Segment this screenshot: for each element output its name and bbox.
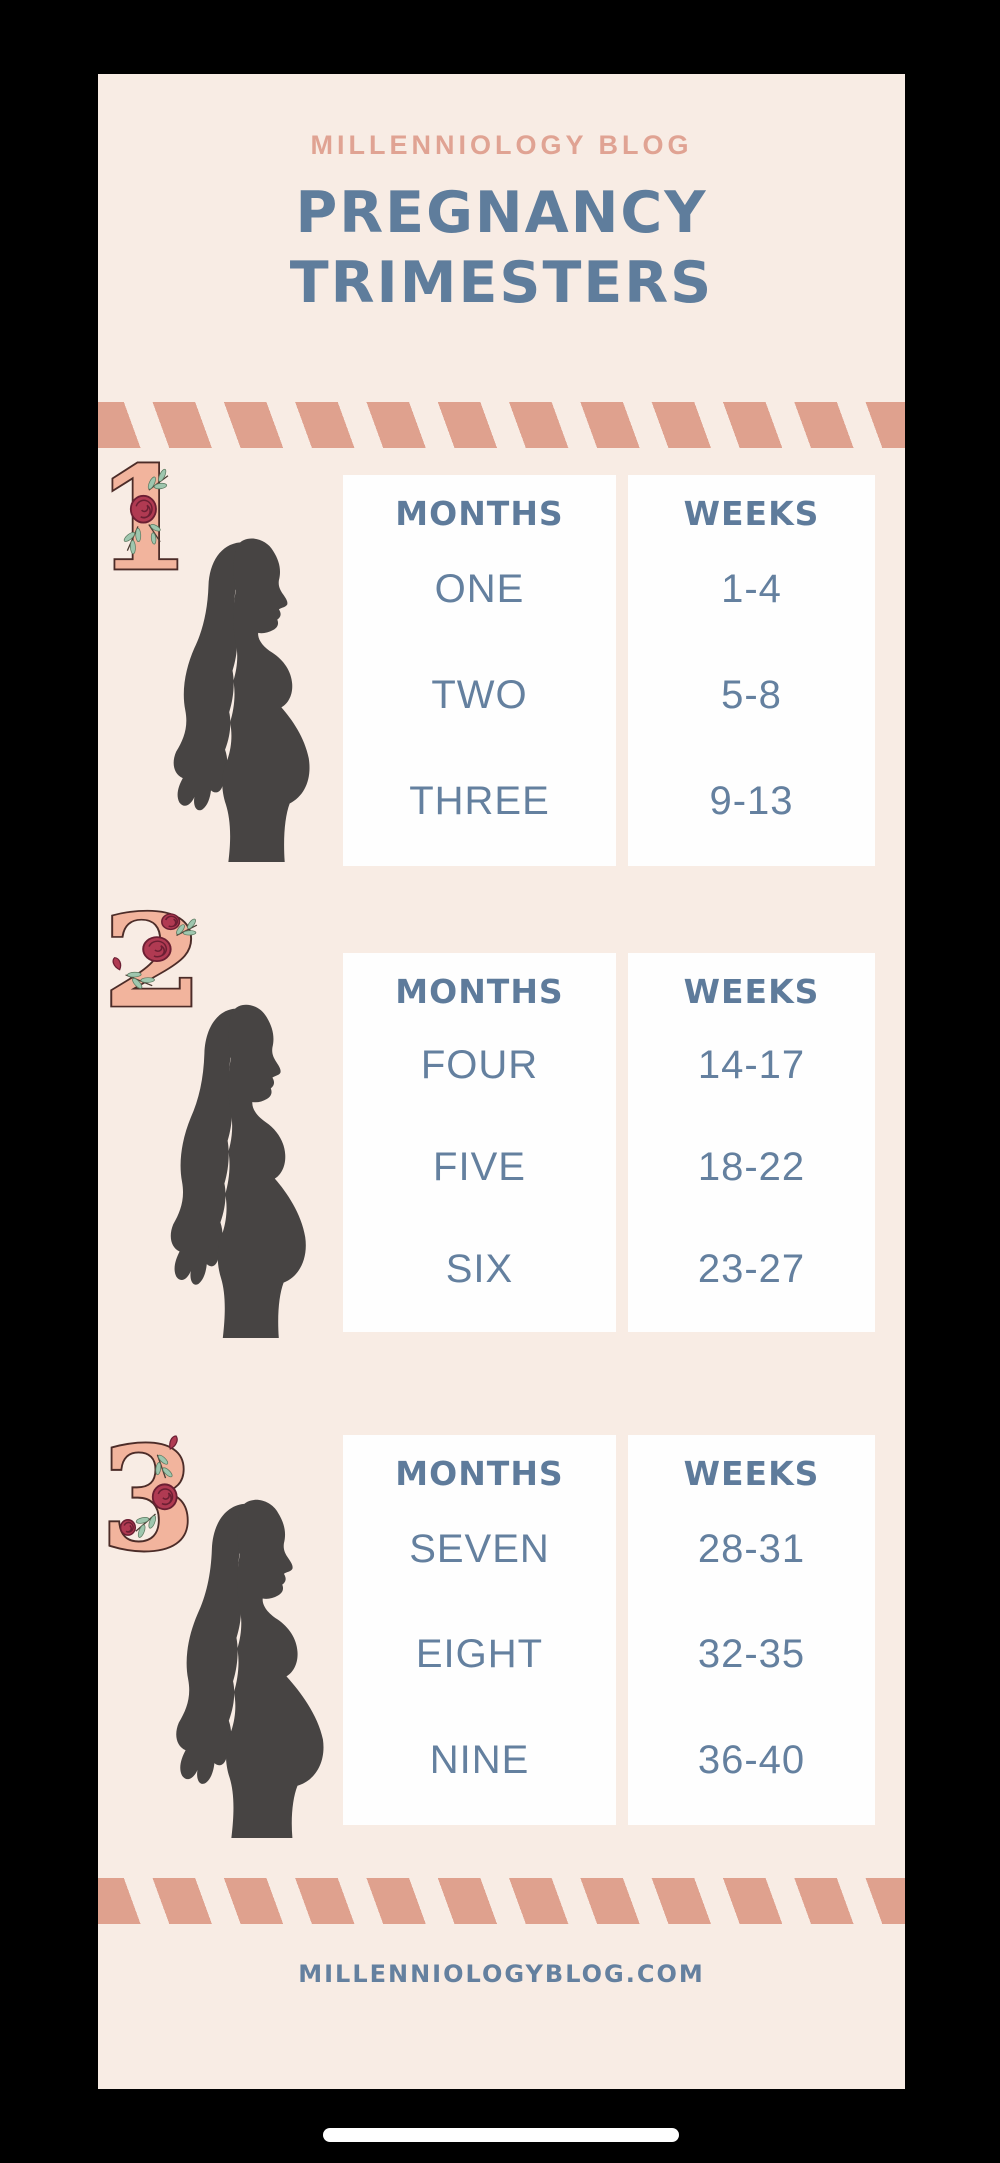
months-card-3: MONTHS SEVEN EIGHT NINE [343,1435,616,1825]
hair-shape [176,1503,245,1784]
pregnant-woman-silhouette-2 [170,1004,306,1338]
months-card-2: MONTHS FOUR FIVE SIX [343,953,616,1332]
month-value: ONE [434,567,525,612]
rose-icon [151,1483,178,1511]
months-header: MONTHS [395,1454,564,1493]
weeks-value: 9-13 [709,778,794,823]
leaf-sprig-icon [123,526,142,555]
month-value: SEVEN [409,1527,550,1572]
leaf-sprig-icon [155,1454,173,1479]
weeks-header: WEEKS [683,972,820,1011]
floral-numeral-2-icon: 2 [101,886,206,1039]
months-header: MONTHS [395,494,564,533]
months-header: MONTHS [395,972,564,1011]
weeks-value: 36-40 [697,1737,806,1782]
weeks-value: 18-22 [697,1145,806,1189]
rose-icon [119,1519,137,1536]
footer-url: MILLENNIOLOGYBLOG.COM [298,1960,705,1988]
rose-icon [142,936,172,962]
tulip-icon [169,1435,178,1450]
page-title: PREGNANCY TRIMESTERS [98,178,905,318]
hair-shape [170,1008,235,1285]
weeks-value: 32-35 [697,1632,806,1677]
weeks-value: 14-17 [697,1043,806,1088]
stripe-divider-bottom [98,1878,905,1924]
weeks-value: 23-27 [697,1246,806,1291]
brand-text: MILLENNIOLOGY BLOG [310,130,693,160]
body-shape [222,538,310,862]
numeral-text: 3 [101,1416,196,1582]
weeks-value: 1-4 [721,567,782,612]
weeks-header: WEEKS [683,1454,820,1493]
floral-numeral-1-icon: 1 [95,435,191,605]
page-title-line1: PREGNANCY [295,180,708,246]
page-title-line2: TRIMESTERS [289,250,714,316]
weeks-value: 28-31 [697,1527,806,1572]
infographic-poster: MILLENNIOLOGY BLOG PREGNANCY TRIMESTERS … [95,74,905,2089]
leaf-sprig-icon [147,468,169,491]
weeks-card-3: WEEKS 28-31 32-35 36-40 [628,1435,875,1825]
rose-icon [161,913,181,931]
leaf-sprig-icon [176,918,198,936]
body-shape [217,1004,306,1338]
tulip-icon [112,957,122,971]
month-value: FIVE [433,1145,526,1189]
month-value: TWO [431,673,528,717]
weeks-card-2: WEEKS 14-17 18-22 23-27 [628,953,875,1332]
month-value: FOUR [420,1043,539,1088]
leaf-sprig-icon [135,1513,157,1538]
home-indicator[interactable] [323,2128,679,2142]
rose-icon [129,494,157,524]
month-value: SIX [445,1246,514,1291]
months-card-1: MONTHS ONE TWO THREE [343,475,616,866]
month-value: EIGHT [415,1632,544,1677]
month-value: THREE [409,778,550,823]
stripe-divider-top [98,402,905,448]
floral-numeral-3-icon: 3 [99,1414,197,1584]
leaf-sprig-icon [125,971,155,989]
month-value: NINE [429,1737,530,1782]
hair-shape [173,542,240,811]
leaf-sprig-icon [148,524,161,545]
pregnant-woman-silhouette-3 [176,1499,324,1838]
pregnant-woman-silhouette-1 [173,538,310,862]
weeks-value: 5-8 [721,673,782,717]
weeks-header: WEEKS [683,494,820,533]
body-shape [225,1499,324,1838]
weeks-card-1: WEEKS 1-4 5-8 9-13 [628,475,875,866]
